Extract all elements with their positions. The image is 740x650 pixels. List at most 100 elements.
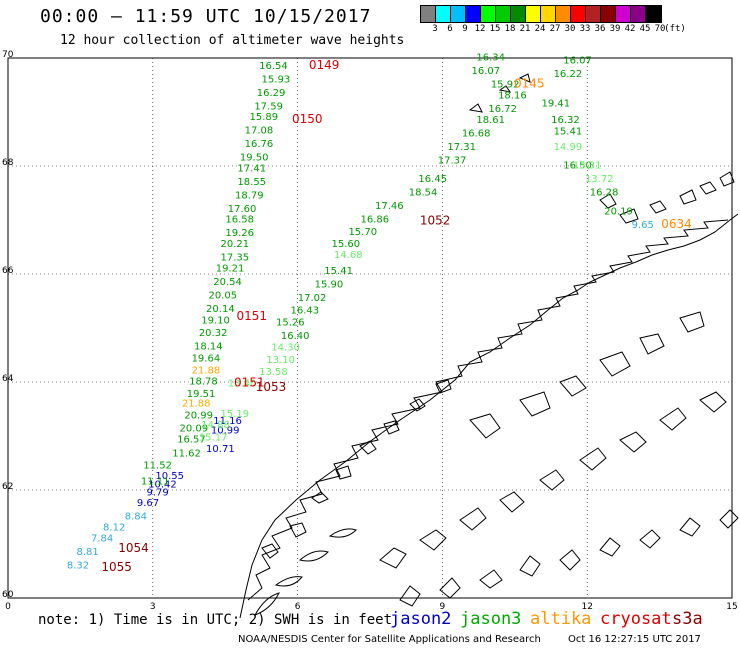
legend-altika: altika — [530, 609, 592, 629]
wave-height-label: 9.67 — [137, 498, 159, 509]
pass-time-label: 1055 — [101, 560, 132, 574]
wave-height-label: 20.19 — [604, 207, 633, 218]
colorbar-label: 42 — [624, 24, 636, 34]
wave-height-label: 14.88 — [201, 420, 230, 431]
wave-height-label: 16.45 — [418, 174, 447, 185]
coastline — [239, 73, 739, 619]
wave-height-label: 15.92 — [491, 80, 520, 91]
wave-height-label: 15.19 — [221, 409, 250, 420]
wave-height-label: 15.90 — [315, 280, 344, 291]
map-grid — [8, 58, 732, 598]
wave-height-label: 17.08 — [245, 126, 274, 137]
wave-height-label: 16.43 — [291, 305, 320, 316]
wave-height-label: 14.99 — [554, 142, 583, 153]
wave-height-label: 17.35 — [221, 253, 250, 264]
wave-height-label: 11.52 — [143, 460, 172, 471]
wave-height-label: 10.55 — [155, 471, 184, 482]
pass-time-label: 0151 — [236, 309, 267, 323]
latitude-tick: 62 — [2, 482, 13, 492]
pass-time-label: 0151 — [234, 375, 265, 389]
wave-height-label: 16.58 — [225, 215, 254, 226]
wave-height-label: 16.86 — [361, 215, 390, 226]
legend-s3a: s3a — [672, 609, 703, 629]
wave-height-label: 21.88 — [192, 365, 221, 376]
wave-height-label: 8.81 — [77, 547, 99, 558]
wave-height-label: 16.34 — [476, 53, 505, 64]
wave-height-label: 13.40 — [228, 378, 257, 389]
colorbar-label: 33 — [579, 24, 591, 34]
wave-height-label: 17.41 — [237, 163, 266, 174]
wave-height-label: 20.09 — [180, 424, 209, 435]
colorbar-label: 18 — [504, 24, 516, 34]
colorbar-cell — [496, 6, 511, 22]
longitude-tick: 0 — [5, 602, 11, 612]
pass-time-label: 1052 — [420, 213, 451, 227]
wave-height-label: 16.76 — [245, 139, 274, 150]
longitude-tick: 12 — [581, 602, 592, 612]
wave-height-label: 8.32 — [67, 560, 89, 571]
colorbar-label: (ft) — [664, 24, 686, 34]
colorbar-label: 6 — [447, 24, 453, 34]
wave-height-label: 13.10 — [266, 355, 295, 366]
wave-height-label: 11.16 — [213, 416, 242, 427]
wave-height-label: 18.78 — [189, 377, 218, 388]
wave-height-label: 13.31 — [573, 161, 602, 172]
colorbar-cell — [541, 6, 556, 22]
colorbar-cell — [556, 6, 571, 22]
colorbar-label: 9 — [462, 24, 468, 34]
wave-height-label: 20.54 — [213, 277, 242, 288]
colorbar-cell — [421, 6, 436, 22]
latitude-tick: 64 — [2, 374, 14, 384]
wave-height-label: 19.51 — [187, 389, 216, 400]
wave-height-label: 19.64 — [192, 353, 221, 364]
legend-jason2: jason2 — [390, 609, 452, 629]
wave-height-label: 15.93 — [262, 74, 291, 85]
wave-height-label: 18.55 — [237, 177, 266, 188]
pass-time-label: 1054 — [118, 541, 149, 555]
colorbar-label: 70 — [654, 24, 666, 34]
wave-height-label: 16.22 — [554, 69, 583, 80]
wave-height-label: 20.32 — [199, 328, 228, 339]
wave-height-colorbar — [420, 5, 662, 23]
legend-cryosat: cryosat — [600, 609, 672, 629]
colorbar-cell — [481, 6, 496, 22]
map-frame — [7, 57, 733, 599]
wave-height-label: 20.14 — [206, 304, 235, 315]
longitude-tick-labels: 0 3 6 9 12 15 — [5, 602, 738, 612]
colorbar-cell — [571, 6, 586, 22]
wave-height-label: 20.21 — [221, 239, 250, 250]
colorbar-cell — [466, 6, 481, 22]
wave-height-label: 9.79 — [146, 487, 168, 498]
colorbar-label: 39 — [609, 24, 621, 34]
colorbar-cell — [511, 6, 526, 22]
generated-timestamp: Oct 16 12:27:15 UTC 2017 — [568, 634, 701, 645]
wave-height-label: 8.84 — [125, 512, 147, 523]
wave-height-label: 11.62 — [172, 449, 201, 460]
wave-height-label: 16.32 — [551, 115, 580, 126]
longitude-tick: 6 — [295, 602, 301, 612]
colorbar-label: 24 — [534, 24, 546, 34]
latitude-tick: 70 — [2, 50, 14, 60]
colorbar-cell — [646, 6, 661, 22]
wave-height-label: 16.50 — [563, 161, 592, 172]
latitude-tick: 60 — [2, 590, 14, 600]
wave-height-label: 21.88 — [182, 398, 211, 409]
map-subtitle: 12 hour collection of altimeter wave hei… — [60, 33, 405, 48]
wave-height-label: 16.28 — [590, 188, 619, 199]
wave-height-label: 19.10 — [201, 316, 230, 327]
wave-height-label: 16.68 — [462, 128, 491, 139]
wave-height-label: 18.54 — [409, 188, 438, 199]
colorbar-label: 36 — [594, 24, 606, 34]
colorbar-cell — [631, 6, 646, 22]
wave-height-label: 17.31 — [447, 142, 476, 153]
colorbar-label: 30 — [564, 24, 576, 34]
colorbar-cell — [616, 6, 631, 22]
footer-note: note: 1) Time is in UTC; 2) SWH is in fe… — [38, 612, 393, 628]
wave-height-label: 15.41 — [554, 127, 583, 138]
colorbar-label: 27 — [549, 24, 561, 34]
wave-height-label: 10.71 — [206, 444, 235, 455]
colorbar-label: 21 — [519, 24, 531, 34]
wave-height-label: 18.79 — [235, 190, 264, 201]
wave-height-label: 15.89 — [249, 112, 278, 123]
wave-height-label: 17.60 — [228, 204, 257, 215]
